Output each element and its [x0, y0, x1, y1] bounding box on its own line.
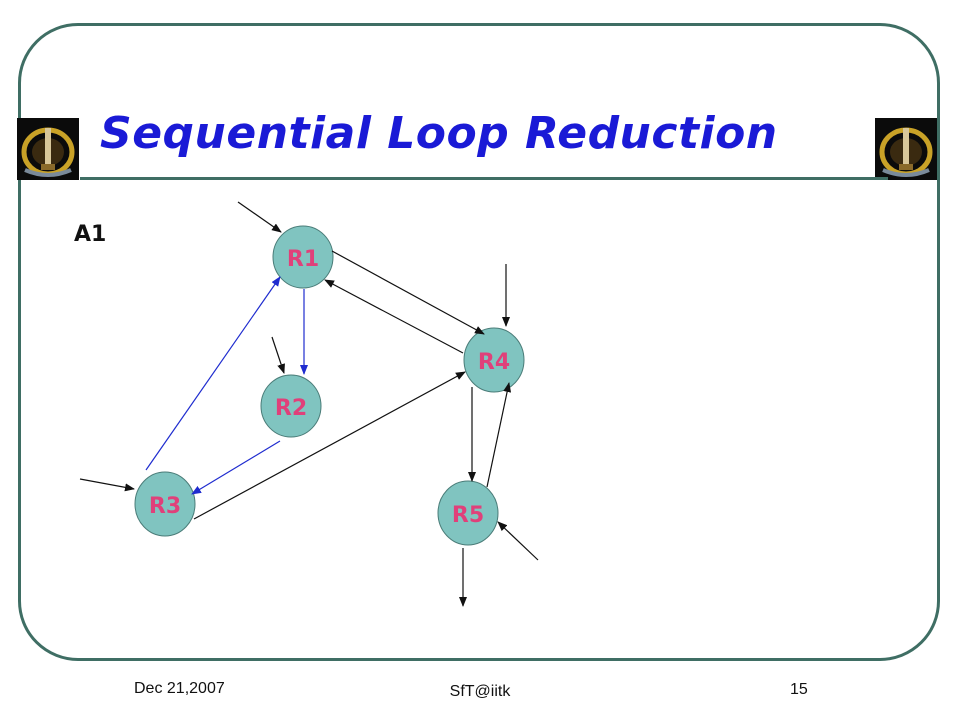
edge-r1-r4 [331, 250, 485, 335]
footer-page-number: 15 [790, 681, 808, 698]
node-r2: R2 [260, 374, 322, 438]
title-underline [80, 177, 888, 180]
node-r4-label: R4 [478, 350, 510, 375]
node-r4: R4 [463, 327, 525, 393]
edge-r3-r4 [193, 371, 466, 520]
node-r1: R1 [272, 225, 334, 289]
edge-in-r5 [497, 521, 539, 561]
institute-logo-icon-left [17, 118, 79, 180]
footer-center: SfT@iitk [449, 683, 511, 700]
node-r3-label: R3 [149, 494, 181, 519]
diagram-label: A1 [74, 222, 107, 247]
node-r2-label: R2 [275, 396, 307, 421]
edge-r3-r1 [145, 276, 281, 471]
edge-in-r3 [79, 478, 135, 492]
node-r3: R3 [134, 471, 196, 537]
slide-title: Sequential Loop Reduction [100, 108, 778, 159]
edge-r5-r4 [486, 382, 512, 488]
edge-r2-r3 [191, 440, 281, 495]
node-r5: R5 [437, 480, 499, 546]
node-r5-label: R5 [452, 503, 484, 528]
node-r1-label: R1 [287, 247, 319, 272]
institute-logo-icon-right [875, 118, 937, 180]
edge-in-r1 [237, 201, 282, 233]
edge-in-r2 [271, 336, 285, 374]
footer-date: Dec 21,2007 [134, 680, 225, 697]
edge-r4-r1 [324, 279, 464, 354]
